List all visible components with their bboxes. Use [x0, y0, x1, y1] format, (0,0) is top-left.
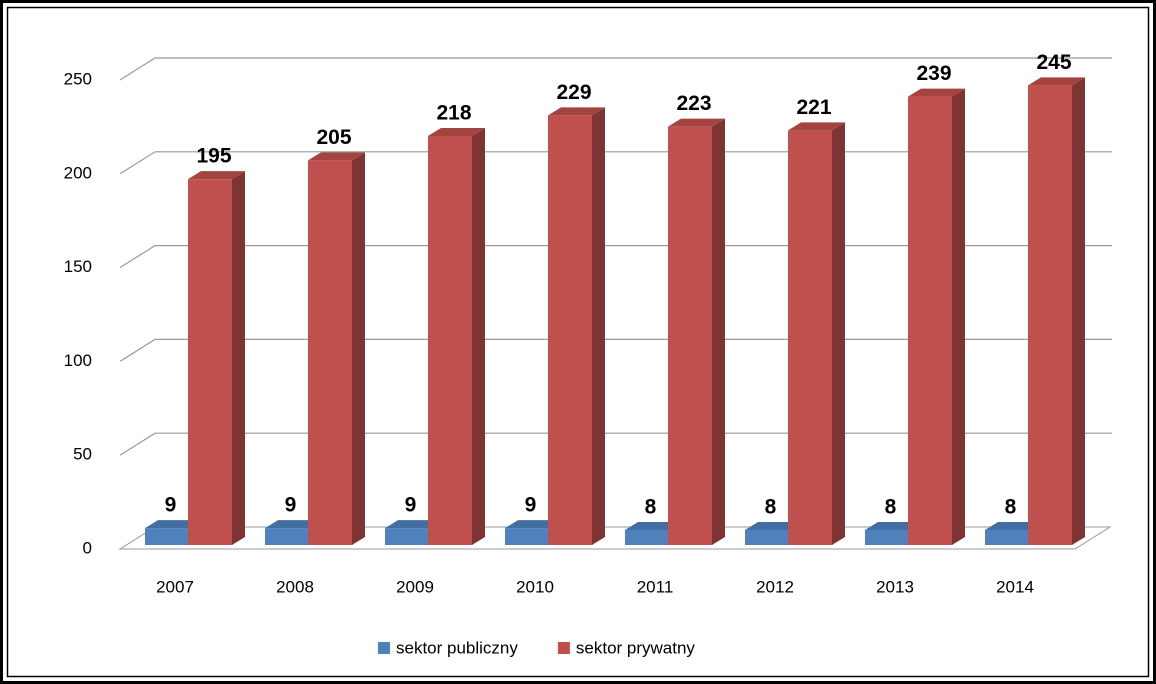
bar [428, 136, 472, 546]
inner-frame [6, 6, 1150, 678]
bar [308, 160, 352, 546]
floor [118, 526, 1112, 550]
bar [505, 528, 548, 545]
bar-side [472, 128, 485, 546]
x-tick-label: 2008 [276, 577, 314, 596]
bar-side [352, 152, 365, 546]
value-label: 9 [285, 494, 297, 517]
bar-side [952, 88, 965, 546]
bar-top [145, 520, 201, 529]
y-tick-label: 50 [73, 445, 92, 464]
bar [1028, 85, 1072, 545]
value-label: 221 [796, 96, 831, 119]
value-label: 9 [525, 494, 537, 517]
bar-side [712, 118, 725, 545]
bar-top [788, 122, 845, 131]
bar [145, 528, 188, 545]
bar-top [985, 521, 1041, 530]
value-label: 8 [885, 496, 897, 519]
bar [265, 528, 308, 545]
y-tick-label: 250 [64, 69, 92, 88]
x-tick-label: 2012 [756, 577, 794, 596]
value-label: 8 [1005, 496, 1017, 519]
bar [985, 529, 1028, 545]
bar-top [908, 88, 965, 97]
value-label: 245 [1036, 51, 1071, 74]
bar-top [865, 521, 921, 530]
bar-top [668, 118, 725, 127]
bar [745, 529, 788, 545]
bar-top [1028, 77, 1085, 86]
y-tick-label: 150 [64, 257, 92, 276]
y-tick-label: 200 [64, 163, 92, 182]
bar-top [745, 521, 801, 530]
bar-top [548, 107, 605, 116]
bar [865, 529, 908, 545]
x-tick-label: 2014 [996, 577, 1034, 596]
legend-swatch [378, 642, 390, 654]
bar-top [625, 521, 681, 530]
value-label: 223 [676, 92, 711, 115]
bar-side [832, 122, 845, 546]
x-tick-label: 2011 [637, 577, 674, 596]
value-label: 9 [405, 494, 417, 517]
bar-side [1072, 77, 1085, 545]
bar [908, 96, 952, 546]
bar-top [265, 520, 321, 529]
bar-side [232, 171, 245, 545]
bar [548, 115, 592, 545]
grid-line [119, 57, 1112, 81]
value-label: 195 [196, 145, 231, 168]
value-label: 239 [916, 62, 951, 85]
bar [188, 179, 232, 545]
x-tick-label: 2013 [876, 577, 914, 596]
bar-top [308, 152, 365, 161]
bar-top [385, 520, 441, 529]
bar [385, 528, 428, 545]
value-label: 9 [165, 494, 177, 517]
x-tick-label: 2009 [396, 577, 434, 596]
value-label: 205 [316, 126, 351, 149]
bar [788, 130, 832, 546]
bar-side [592, 107, 605, 546]
value-label: 8 [645, 496, 657, 519]
bar-top [505, 520, 561, 529]
value-label: 218 [436, 102, 471, 125]
value-label: 229 [556, 81, 591, 104]
value-label: 8 [765, 496, 777, 519]
y-tick-label: 0 [83, 538, 92, 557]
y-tick-label: 100 [64, 351, 92, 370]
bar-top [428, 128, 485, 137]
x-tick-label: 2010 [516, 577, 554, 596]
bar [625, 529, 668, 545]
bar-top [188, 171, 245, 180]
bar [668, 126, 712, 545]
x-tick-label: 2007 [156, 577, 194, 596]
legend-label: sektor prywatny [576, 638, 696, 657]
legend-label: sektor publiczny [396, 638, 518, 657]
legend-swatch [557, 642, 570, 654]
